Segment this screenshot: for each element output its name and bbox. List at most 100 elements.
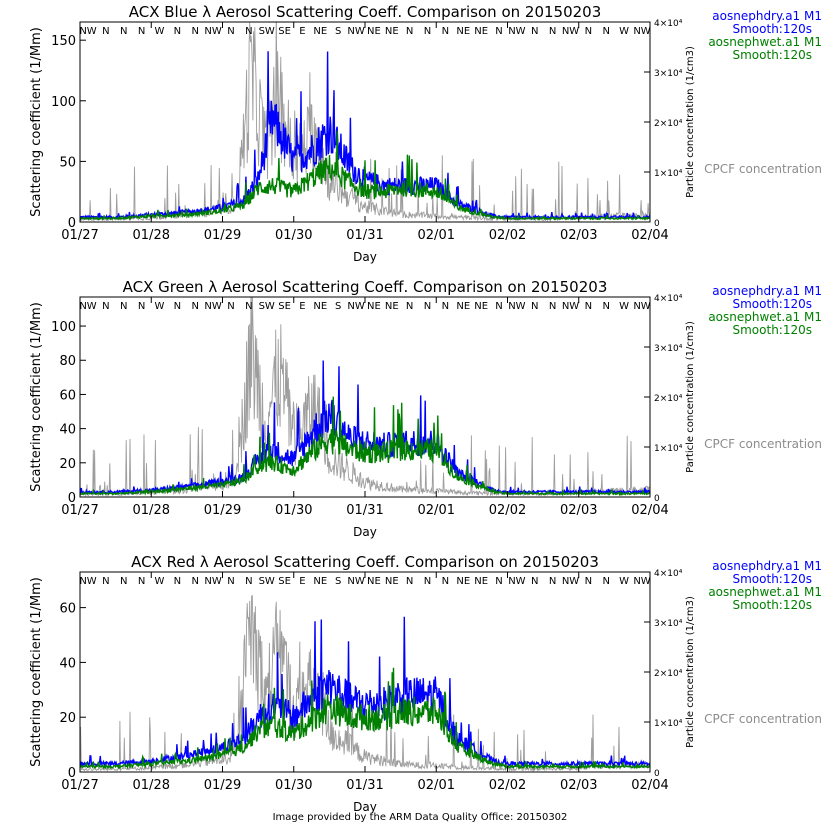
- y2-axis-label: Particle concentration (1/cm3): [685, 321, 696, 473]
- wind-direction-label: W: [619, 301, 629, 312]
- wind-direction-label: N: [138, 576, 145, 587]
- y2-tick-label: 0: [654, 769, 660, 779]
- wind-direction-label: NW: [204, 26, 221, 37]
- legend-dry-name: aosnephdry.a1 M1: [712, 559, 822, 573]
- x-tick-label: 02/04: [631, 228, 668, 243]
- wind-direction-label: N: [191, 576, 198, 587]
- wind-direction-label: N: [227, 301, 234, 312]
- y-tick-label: 20: [59, 711, 76, 726]
- y2-tick-label: 4×10⁴: [654, 294, 683, 304]
- y-axis-label: Scattering coefficient (1/Mm): [29, 577, 44, 767]
- wind-direction-label: NW: [633, 301, 650, 312]
- wind-direction-label: N: [191, 26, 198, 37]
- y-tick-label: 0: [68, 491, 76, 506]
- wind-direction-label: NW: [79, 576, 96, 587]
- wind-direction-label: N: [531, 576, 538, 587]
- wet-series-line: [80, 667, 650, 771]
- wind-direction-label: NE: [474, 26, 488, 37]
- wind-direction-label: S: [335, 301, 341, 312]
- y2-tick-label: 1×10⁴: [654, 169, 683, 179]
- wind-direction-label: SW: [259, 576, 275, 587]
- y2-tick-label: 0: [654, 494, 660, 504]
- wind-direction-label: SE: [278, 301, 291, 312]
- wind-direction-label: N: [585, 301, 592, 312]
- wind-direction-label: N: [245, 26, 252, 37]
- wind-direction-label: N: [227, 26, 234, 37]
- y2-tick-label: 3×10⁴: [654, 344, 683, 354]
- y-tick-label: 60: [59, 388, 76, 403]
- wind-direction-label: S: [335, 26, 341, 37]
- wind-direction-label: N: [102, 301, 109, 312]
- x-tick-label: 01/27: [61, 503, 98, 518]
- legend-dry-smooth: Smooth:120s: [733, 22, 813, 36]
- wind-direction-label: W: [155, 26, 165, 37]
- legend-wet-smooth: Smooth:120s: [733, 598, 813, 612]
- y-tick-label: 50: [59, 155, 76, 170]
- wind-direction-label: NE: [456, 26, 470, 37]
- wind-direction-label: NW: [347, 576, 364, 587]
- wind-direction-label: E: [299, 301, 305, 312]
- y2-tick-label: 2×10⁴: [654, 119, 683, 129]
- wind-direction-label: NW: [562, 26, 579, 37]
- wind-direction-label: N: [442, 26, 449, 37]
- wind-direction-label: N: [442, 576, 449, 587]
- wind-direction-label: N: [102, 576, 109, 587]
- wind-direction-label: NE: [385, 26, 399, 37]
- y-axis-label: Scattering coefficient (1/Mm): [29, 27, 44, 217]
- wind-direction-label: N: [138, 26, 145, 37]
- wind-direction-label: N: [406, 26, 413, 37]
- wind-direction-label: N: [174, 26, 181, 37]
- wind-direction-label: N: [549, 26, 556, 37]
- wind-direction-label: N: [585, 26, 592, 37]
- x-tick-label: 01/31: [346, 503, 383, 518]
- plot-area: [80, 297, 650, 497]
- x-tick-label: 02/03: [560, 503, 597, 518]
- wind-direction-label: NW: [633, 26, 650, 37]
- wind-direction-label: N: [424, 301, 431, 312]
- wind-direction-label: NE: [456, 576, 470, 587]
- wind-direction-label: N: [174, 576, 181, 587]
- x-tick-label: 02/01: [418, 503, 455, 518]
- y-axis-label: Scattering coefficient (1/Mm): [29, 302, 44, 492]
- chart-title: ACX Green λ Aerosol Scattering Coeff. Co…: [123, 278, 608, 296]
- wind-direction-label: NW: [347, 301, 364, 312]
- wind-direction-label: N: [174, 301, 181, 312]
- x-axis-label: Day: [353, 800, 377, 814]
- wind-direction-label: W: [155, 576, 165, 587]
- wind-direction-label: N: [549, 301, 556, 312]
- x-tick-label: 02/01: [418, 778, 455, 793]
- wind-direction-label: N: [227, 576, 234, 587]
- x-tick-label: 01/28: [133, 778, 170, 793]
- wind-direction-label: NE: [313, 301, 327, 312]
- legend-dry-smooth: Smooth:120s: [733, 297, 813, 311]
- wind-direction-label: NE: [367, 576, 381, 587]
- wind-direction-label: N: [495, 26, 502, 37]
- wind-direction-label: NW: [562, 576, 579, 587]
- wind-direction-label: NW: [508, 26, 525, 37]
- x-tick-label: 02/04: [631, 503, 668, 518]
- y-tick-label: 0: [68, 766, 76, 781]
- wind-direction-label: NW: [562, 301, 579, 312]
- plot-area: [80, 594, 650, 772]
- wet-series-line: [80, 130, 650, 221]
- x-tick-label: 01/27: [61, 228, 98, 243]
- wind-direction-label: N: [603, 576, 610, 587]
- y-tick-label: 40: [59, 423, 76, 438]
- legend-cpcf: CPCF concentration: [704, 162, 822, 176]
- wind-direction-label: NW: [79, 301, 96, 312]
- dry-series-line: [80, 360, 650, 496]
- y2-tick-label: 1×10⁴: [654, 444, 683, 454]
- wind-direction-label: N: [549, 576, 556, 587]
- y-tick-label: 40: [59, 656, 76, 671]
- wind-direction-label: W: [619, 26, 629, 37]
- y2-tick-label: 0: [654, 219, 660, 229]
- wind-direction-label: NE: [367, 26, 381, 37]
- wind-direction-label: NE: [456, 301, 470, 312]
- y-tick-label: 150: [51, 34, 76, 49]
- wind-direction-label: N: [495, 301, 502, 312]
- panel-3: ACX Red λ Aerosol Scattering Coeff. Comp…: [29, 553, 822, 814]
- wind-direction-label: NW: [347, 26, 364, 37]
- wind-direction-label: N: [585, 576, 592, 587]
- wind-direction-label: E: [299, 576, 305, 587]
